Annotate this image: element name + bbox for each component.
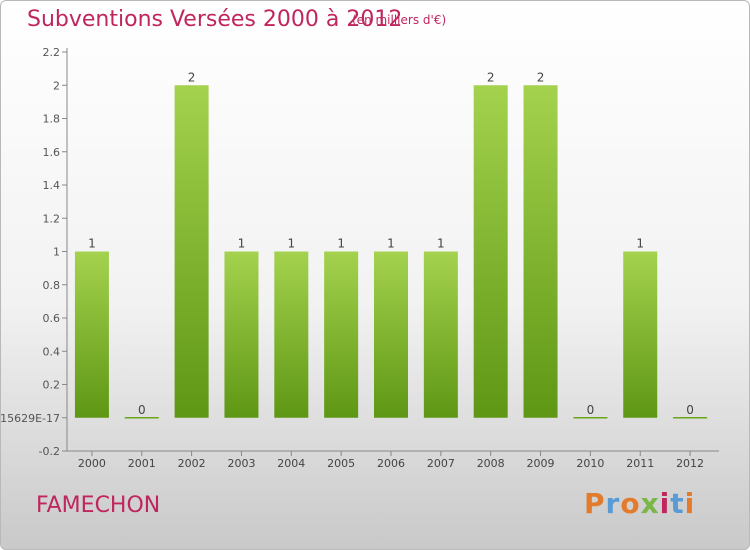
bar[interactable] xyxy=(74,251,109,418)
bar[interactable] xyxy=(623,251,658,418)
bar[interactable] xyxy=(324,251,359,418)
bar[interactable] xyxy=(473,85,508,418)
x-tick-label: 2001 xyxy=(128,457,156,470)
x-tick-label: 2009 xyxy=(527,457,555,470)
proxiti-logo[interactable]: Proxiti xyxy=(584,487,695,520)
bar[interactable] xyxy=(224,251,259,418)
y-tick-label: 0.2 xyxy=(43,379,61,392)
y-tick-label: 1.6 xyxy=(43,146,61,159)
bar[interactable] xyxy=(423,251,458,418)
data-label: 2 xyxy=(487,70,495,84)
data-label: 1 xyxy=(88,237,96,251)
y-tick-label: 0.4 xyxy=(43,345,61,358)
y-tick-label: 0.8 xyxy=(43,279,61,292)
y-tick-label: 1 xyxy=(53,246,60,259)
x-tick-label: 2012 xyxy=(676,457,704,470)
bar[interactable] xyxy=(174,85,209,418)
bar[interactable] xyxy=(523,85,558,418)
x-tick-label: 2010 xyxy=(576,457,604,470)
logo-letter: r xyxy=(605,487,621,520)
data-label: 1 xyxy=(437,237,445,251)
logo-letter: P xyxy=(584,487,606,520)
logo-letter: i xyxy=(659,487,671,520)
data-label: 0 xyxy=(587,403,595,417)
x-tick-label: 2008 xyxy=(477,457,505,470)
y-tick-label: 1.2 xyxy=(43,212,61,225)
data-label: 1 xyxy=(636,237,644,251)
bar[interactable] xyxy=(374,251,408,418)
data-label: 0 xyxy=(686,403,694,417)
data-label: 0 xyxy=(138,403,146,417)
x-tick-label: 2000 xyxy=(78,457,106,470)
data-label: 1 xyxy=(387,237,395,251)
x-tick-label: 2007 xyxy=(427,457,455,470)
x-tick-label: 2005 xyxy=(327,457,355,470)
data-label: 1 xyxy=(287,237,295,251)
logo-letter: x xyxy=(640,487,660,520)
x-tick-label: 2003 xyxy=(227,457,255,470)
y-tick-label: 1.8 xyxy=(43,113,61,126)
bar[interactable] xyxy=(274,251,309,418)
x-tick-label: 2004 xyxy=(277,457,305,470)
y-tick-label: -0.2 xyxy=(39,445,60,458)
data-label: 1 xyxy=(238,237,246,251)
y-tick-label: 2 xyxy=(53,79,60,92)
town-name: FAMECHON xyxy=(36,493,161,518)
y-tick-label: 1.4 xyxy=(43,179,61,192)
y-tick-label: 0.6 xyxy=(43,312,61,325)
data-label: 1 xyxy=(337,237,345,251)
y-tick-label: 2.2 xyxy=(43,46,61,59)
data-label: 2 xyxy=(537,70,545,84)
x-tick-label: 2006 xyxy=(377,457,405,470)
x-tick-label: 2002 xyxy=(178,457,206,470)
x-tick-label: 2011 xyxy=(626,457,654,470)
data-label: 2 xyxy=(188,70,196,84)
logo-letter: t xyxy=(670,487,685,520)
logo-letter: o xyxy=(620,487,641,520)
y-tick-label: -1.1115629E-17 xyxy=(1,412,60,425)
chart-subtitle: (en milliers d'€) xyxy=(352,13,447,27)
chart-title: Subventions Versées 2000 à 2012 xyxy=(27,7,403,32)
logo-letter: i xyxy=(684,487,696,520)
